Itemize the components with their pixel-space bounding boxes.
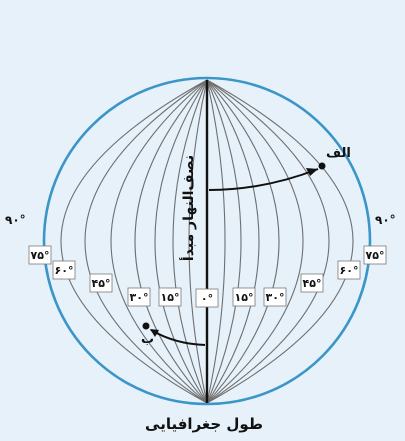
longitude-label-text: ۴۵° [92,277,111,290]
globe-outline [42,76,372,406]
longitude-label-text: ۱۵° [235,291,254,304]
longitude-label: ۱۵° [158,287,182,307]
longitude-label-box [89,273,113,293]
meridian-line [172,79,208,404]
longitude-label: ۳۰° [263,287,287,307]
meridian-line [206,79,280,404]
arrowhead-a [306,168,318,176]
longitude-label-box [232,287,256,307]
longitude-label: ۶۰° [52,260,76,280]
meridian-lines [60,79,354,404]
longitude-label-box [28,245,52,265]
point-a-dot [318,162,326,170]
arrow-to-point-a [208,168,319,191]
meridian-line [188,79,208,404]
prime-meridian-label: نصف‌النهار مبدأ [179,155,197,261]
longitude-label-box [300,273,324,293]
longitude-label-text: ۷۵° [366,249,385,262]
point-a-label: الف [326,146,351,161]
longitude-label-text: ۷۵° [31,249,50,262]
longitude-label-text: ۳۰° [130,291,149,304]
longitude-label: ۷۵° [363,245,387,265]
longitude-label-box [127,287,151,307]
longitude-label-box [52,260,76,280]
longitude-label: ۱۵° [232,287,256,307]
longitude-label-text: ۴۵° [303,277,322,290]
right-edge-label: ۹۰° [375,213,396,227]
longitude-label-text: ۱۵° [161,291,180,304]
longitude-label: ۴۵° [300,273,324,293]
meridian-line [206,79,304,404]
meridian-line [60,79,208,404]
point-b-label: ب [141,332,154,347]
longitude-label: ۷۵° [28,245,52,265]
longitude-label-box [195,288,219,308]
meridian-line [134,79,208,404]
meridian-line [206,79,354,404]
meridian-line [84,79,208,404]
diagram-caption: طول جغرافیایی [145,415,263,433]
meridian-line [206,79,330,404]
longitude-label-box [158,287,182,307]
meridian-line [110,79,208,404]
longitude-label: ۳۰° [127,287,151,307]
meridian-line [154,79,208,404]
longitude-label-text: ۳۰° [266,291,285,304]
longitude-label-text: ۰° [201,292,213,305]
longitude-label: ۶۰° [337,260,361,280]
left-edge-label: ۹۰° [5,213,26,227]
meridian-line [206,79,226,404]
point-b-dot [142,322,150,330]
longitude-label-text: ۶۰° [340,264,359,277]
scale-labels: ۷۵° ۶۰° ۴۵° ۳۰° ۱۵° ۰° ۱۵° ۳۰° ۴۵° ۶۰° ۷۵° [28,245,387,308]
longitude-label-box [263,287,287,307]
arrow-to-point-b [150,329,206,346]
meridian-line [206,79,242,404]
longitude-label: ۰° [195,288,219,308]
arrowhead-b [150,329,159,337]
longitude-label-text: ۶۰° [55,264,74,277]
longitude-label-box [337,260,361,280]
longitude-label: ۴۵° [89,273,113,293]
longitude-label-box [363,245,387,265]
meridian-line [206,79,260,404]
